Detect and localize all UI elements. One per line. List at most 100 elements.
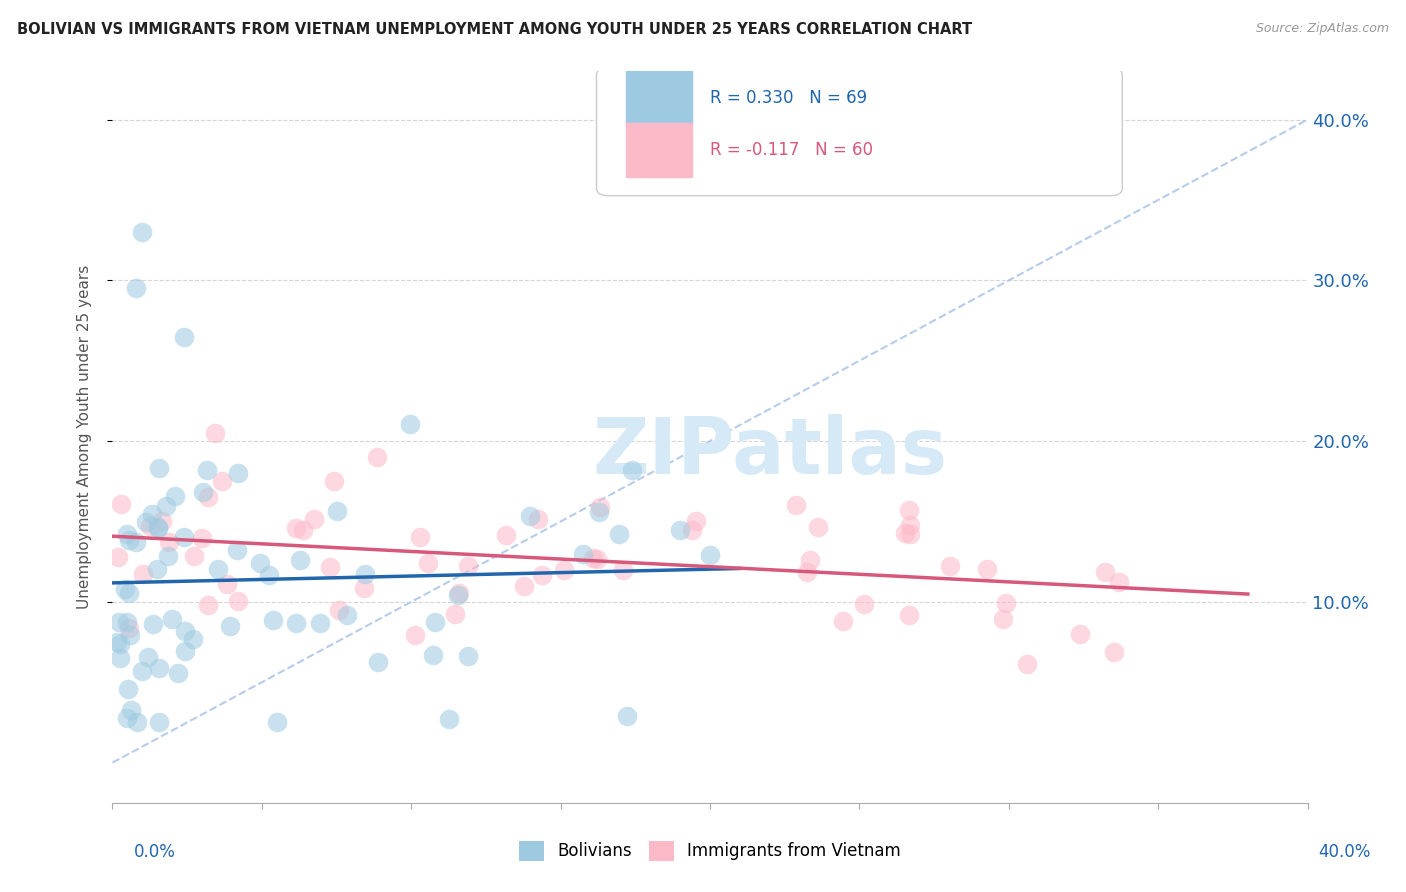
Point xyxy=(366,450,388,465)
Point xyxy=(228,466,250,480)
Point xyxy=(108,650,131,665)
Point xyxy=(207,562,229,576)
Point xyxy=(195,463,218,477)
Point xyxy=(118,621,141,635)
Point xyxy=(898,527,921,541)
Point xyxy=(131,664,153,678)
Point xyxy=(409,530,432,544)
Point xyxy=(607,527,630,541)
Point xyxy=(302,511,325,525)
Point xyxy=(174,643,197,657)
Point xyxy=(621,463,644,477)
Point xyxy=(165,489,187,503)
Text: BOLIVIAN VS IMMIGRANTS FROM VIETNAM UNEMPLOYMENT AMONG YOUTH UNDER 25 YEARS CORR: BOLIVIAN VS IMMIGRANTS FROM VIETNAM UNEM… xyxy=(17,22,972,37)
Point xyxy=(898,607,921,622)
Point xyxy=(582,551,605,566)
Point xyxy=(173,624,195,638)
Point xyxy=(994,596,1017,610)
Point xyxy=(685,514,707,528)
Point xyxy=(898,503,921,517)
Point xyxy=(160,612,183,626)
Point xyxy=(148,461,170,475)
Point xyxy=(148,715,170,730)
Point xyxy=(335,607,357,622)
Point xyxy=(416,556,439,570)
Point xyxy=(262,613,284,627)
Point xyxy=(131,225,153,239)
Point xyxy=(291,523,314,537)
Text: ZIPatlas: ZIPatlas xyxy=(592,414,948,490)
Point xyxy=(457,559,479,574)
Point xyxy=(527,512,550,526)
Point xyxy=(120,703,142,717)
Point xyxy=(284,521,307,535)
Point xyxy=(257,568,280,582)
Point xyxy=(183,549,205,564)
Point xyxy=(519,508,541,523)
FancyBboxPatch shape xyxy=(596,68,1122,195)
Point xyxy=(807,520,830,534)
Point xyxy=(898,518,921,533)
Point xyxy=(1069,627,1091,641)
Point xyxy=(288,553,311,567)
Point xyxy=(211,475,233,489)
Point xyxy=(105,635,128,649)
Point xyxy=(135,516,157,530)
Point xyxy=(447,588,470,602)
Point xyxy=(572,547,595,561)
Point xyxy=(457,648,479,663)
Point xyxy=(125,535,148,549)
Point xyxy=(447,585,470,599)
Point xyxy=(437,712,460,726)
Point xyxy=(142,617,165,632)
Text: Source: ZipAtlas.com: Source: ZipAtlas.com xyxy=(1256,22,1389,36)
Point xyxy=(107,550,129,565)
Point xyxy=(616,708,638,723)
Point xyxy=(107,615,129,630)
Point xyxy=(155,499,177,513)
Point xyxy=(796,565,818,579)
Text: R = -0.117   N = 60: R = -0.117 N = 60 xyxy=(710,141,873,159)
Point xyxy=(323,475,346,489)
Point xyxy=(354,566,377,581)
Point xyxy=(166,666,188,681)
Point xyxy=(193,485,215,500)
Point xyxy=(852,597,875,611)
Point xyxy=(127,715,149,730)
Point xyxy=(110,497,132,511)
Point xyxy=(115,710,138,724)
Point xyxy=(218,619,240,633)
Point xyxy=(226,542,249,557)
Point xyxy=(991,612,1014,626)
Point xyxy=(117,533,139,547)
Point xyxy=(108,637,131,651)
Point xyxy=(191,531,214,545)
Point xyxy=(530,568,553,582)
Point xyxy=(139,518,162,533)
FancyBboxPatch shape xyxy=(627,71,692,126)
Point xyxy=(157,535,180,549)
Point xyxy=(799,552,821,566)
Point xyxy=(148,661,170,675)
Point xyxy=(513,578,536,592)
Legend: Bolivians, Immigrants from Vietnam: Bolivians, Immigrants from Vietnam xyxy=(513,834,907,868)
Point xyxy=(173,530,195,544)
Point xyxy=(285,615,308,630)
Point xyxy=(318,560,340,574)
Point xyxy=(612,563,634,577)
Point xyxy=(553,562,575,576)
Point xyxy=(422,648,444,663)
Point xyxy=(404,627,426,641)
Point xyxy=(197,598,219,612)
Point xyxy=(699,548,721,562)
Point xyxy=(1094,565,1116,579)
FancyBboxPatch shape xyxy=(627,122,692,178)
Point xyxy=(132,566,155,581)
Point xyxy=(588,505,610,519)
Point xyxy=(156,549,179,564)
Point xyxy=(589,500,612,514)
Point xyxy=(894,525,917,540)
Text: R = 0.330   N = 69: R = 0.330 N = 69 xyxy=(710,89,868,107)
Point xyxy=(204,425,226,440)
Point xyxy=(831,614,853,628)
